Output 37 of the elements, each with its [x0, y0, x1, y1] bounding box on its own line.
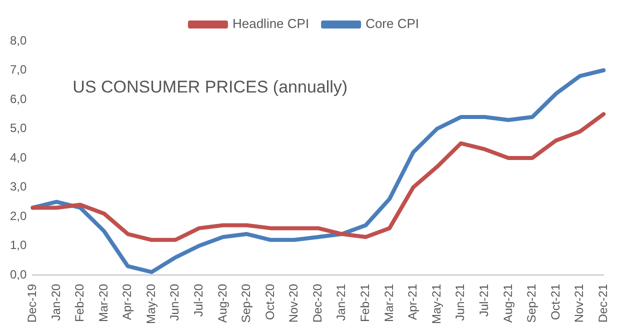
y-tick-label: 2,0 [10, 208, 27, 223]
x-tick-label: Sep-20 [239, 284, 254, 323]
y-tick-label: 8,0 [10, 33, 27, 48]
x-tick-label: Feb-20 [72, 284, 87, 322]
y-tick-label: 6,0 [10, 92, 27, 106]
x-tick-label: Dec-20 [310, 284, 324, 323]
x-tick-label: Jul-20 [192, 284, 206, 317]
x-tick-label: Aug-21 [500, 284, 515, 323]
x-tick-label: Nov-20 [286, 284, 301, 323]
x-tick-label: May-20 [144, 284, 158, 324]
x-tick-label: Jun-21 [453, 284, 468, 321]
x-tick-label: Dec-19 [24, 284, 39, 323]
x-tick-label: Sep-21 [524, 284, 539, 323]
y-tick-label: 7,0 [10, 62, 27, 77]
x-tick-label: Apr-21 [406, 284, 420, 320]
x-tick-label: Mar-21 [382, 284, 396, 322]
x-tick-label: Oct-21 [548, 284, 562, 320]
x-tick-label: Jan-20 [48, 284, 63, 321]
x-tick-label: Jan-21 [334, 284, 348, 321]
x-tick-label: Nov-21 [572, 284, 586, 323]
y-tick-label: 5,0 [10, 121, 27, 136]
y-tick-label: 0,0 [10, 267, 27, 282]
text: US CONSUMER PRICES (annually) [72, 77, 348, 96]
x-tick-label: Mar-20 [96, 284, 110, 322]
y-tick-label: 4,0 [10, 150, 27, 164]
legend-label: Headline CPI [232, 16, 310, 32]
y-tick-label: 1,0 [10, 238, 27, 252]
x-tick-label: Feb-21 [358, 284, 372, 322]
x-tick-label: Jun-20 [168, 284, 182, 321]
x-tick-label: Dec-21 [596, 284, 610, 323]
legend-label: Core CPI [366, 16, 420, 32]
x-tick-label: Jul-21 [476, 284, 491, 317]
y-tick-label: 3,0 [10, 180, 27, 194]
x-tick-label: Oct-20 [262, 284, 277, 320]
x-tick-label: May-21 [429, 284, 444, 324]
x-tick-label: Apr-20 [120, 284, 134, 320]
x-tick-label: Aug-20 [215, 284, 230, 323]
